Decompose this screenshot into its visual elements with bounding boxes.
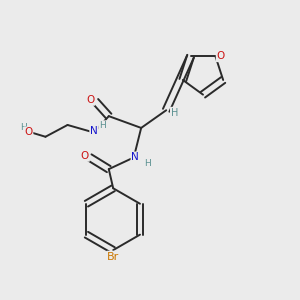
- Text: H: H: [100, 121, 106, 130]
- Text: N: N: [131, 152, 139, 162]
- Text: H: H: [20, 123, 27, 132]
- Text: O: O: [24, 127, 32, 137]
- Text: H: H: [144, 159, 150, 168]
- Text: O: O: [217, 51, 225, 61]
- Text: O: O: [81, 151, 89, 161]
- Text: O: O: [86, 95, 94, 105]
- Text: H: H: [171, 108, 178, 118]
- Text: Br: Br: [107, 252, 119, 262]
- Text: N: N: [90, 126, 98, 136]
